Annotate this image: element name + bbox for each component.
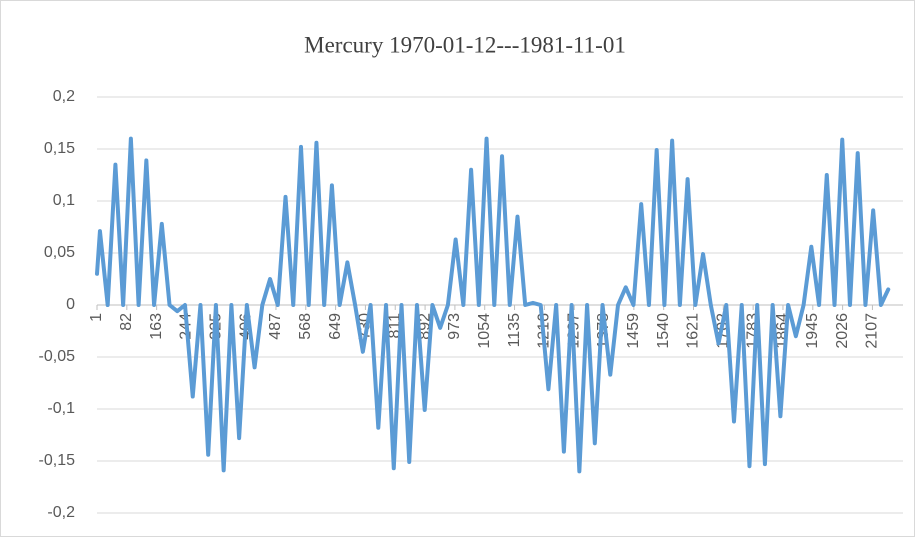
- x-tick-label: 1135: [506, 313, 523, 348]
- x-tick-label: 1: [88, 313, 105, 322]
- x-tick-label: 2026: [834, 313, 851, 349]
- x-tick-label: 163: [148, 313, 165, 340]
- x-tick-label: 649: [327, 313, 344, 340]
- y-tick-label: -0,2: [47, 504, 75, 521]
- x-tick-label: 1945: [804, 313, 821, 349]
- x-tick-label: 82: [118, 313, 135, 331]
- y-tick-label: -0,15: [39, 452, 76, 469]
- y-tick-label: 0,15: [44, 140, 75, 157]
- x-tick-label: 1621: [685, 313, 702, 349]
- y-tick-label: -0,05: [39, 348, 76, 365]
- y-tick-label: 0,1: [53, 192, 75, 209]
- x-tick-label: 1459: [625, 313, 642, 349]
- x-tick-label: 568: [297, 313, 314, 340]
- y-tick-label: 0,2: [53, 88, 75, 105]
- y-tick-label: 0,05: [44, 244, 75, 261]
- x-tick-label: 1054: [476, 313, 493, 349]
- y-tick-label: -0,1: [47, 400, 75, 417]
- x-tick-label: 973: [446, 313, 463, 340]
- x-tick-label: 2107: [864, 313, 881, 349]
- x-tick-label: 1540: [655, 313, 672, 349]
- chart-title: Mercury 1970-01-12---1981-11-01: [304, 32, 626, 57]
- data-line: [95, 136, 891, 474]
- x-tick-label: 487: [267, 313, 284, 340]
- y-tick-label: 0: [66, 296, 75, 313]
